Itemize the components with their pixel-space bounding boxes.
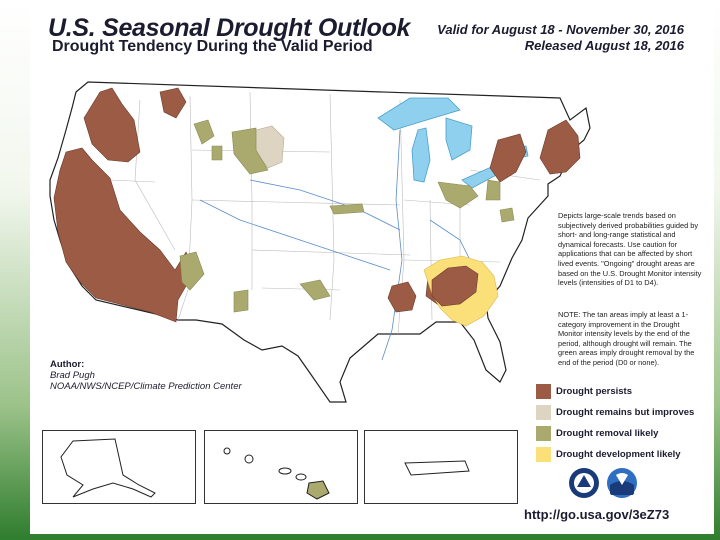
nws-logo (569, 468, 599, 498)
author-org: NOAA/NWS/NCEP/Climate Prediction Center (50, 381, 242, 392)
legend-item-improves: Drought remains but improves (536, 404, 694, 420)
hawaii-shape (223, 447, 330, 500)
legend-label: Drought remains but improves (556, 406, 695, 418)
valid-dates: Valid for August 18 - November 30, 2016 (437, 22, 684, 37)
drought-removal-areas (179, 119, 515, 313)
legend-swatch (536, 404, 551, 420)
alaska-inset (42, 430, 196, 504)
puerto-rico-shape (404, 460, 470, 476)
alaska-shape (60, 438, 156, 498)
hawaii-inset (204, 430, 358, 504)
legend-swatch (536, 446, 551, 462)
noaa-logo (607, 468, 637, 498)
great-lakes (377, 97, 529, 189)
legend-label: Drought development likely (556, 448, 681, 460)
release-date: Released August 18, 2016 (524, 38, 684, 53)
legend-label: Drought removal likely (556, 427, 659, 439)
legend-swatch (536, 383, 551, 399)
author-block: Author: Brad Pugh NOAA/NWS/NCEP/Climate … (50, 359, 242, 392)
author-label: Author: (50, 359, 85, 370)
valid-period: Valid for August 18 - November 30, 2016 … (437, 22, 684, 54)
author-name: Brad Pugh (50, 370, 95, 381)
legend-item-removal: Drought removal likely (536, 425, 658, 441)
legend-item-development: Drought development likely (536, 446, 681, 462)
tan-area-note: NOTE: The tan areas imply at least a 1-c… (558, 310, 695, 367)
outlook-url[interactable]: http://go.usa.gov/3eZ73 (524, 507, 670, 522)
drought-persists-southeast (431, 265, 479, 307)
legend-item-persists: Drought persists (536, 383, 632, 399)
map-subtitle: Drought Tendency During the Valid Period (52, 38, 373, 55)
map-title: U.S. Seasonal Drought Outlook (48, 14, 411, 42)
legend-swatch (536, 425, 551, 441)
puerto-rico-inset (364, 430, 518, 504)
legend-label: Drought persists (556, 385, 633, 397)
description-note: Depicts large-scale trends based on subj… (558, 211, 702, 288)
